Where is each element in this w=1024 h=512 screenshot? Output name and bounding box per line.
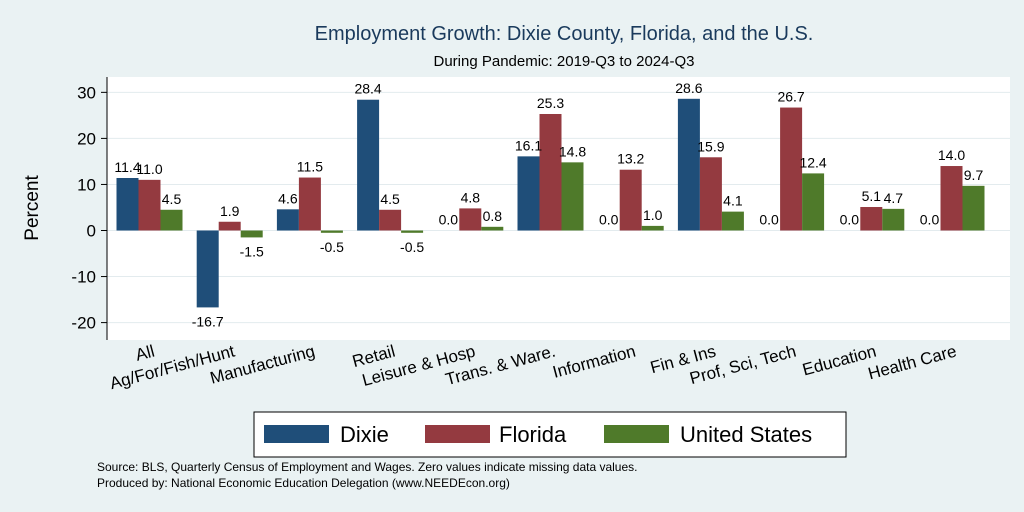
chart-subtitle: During Pandemic: 2019-Q3 to 2024-Q3 (434, 53, 695, 70)
data-label-dixie-ag-for-fish-hunt: -16.7 (192, 313, 224, 329)
bar-florida-retail (379, 209, 402, 231)
bar-united-states-manufacturing (320, 230, 343, 233)
bar-florida-manufacturing (298, 177, 321, 231)
data-label-florida-manufacturing: 11.5 (297, 159, 323, 175)
data-label-florida-prof-sci-tech: 26.7 (777, 89, 804, 105)
data-label-united-states-information: 1.0 (643, 207, 663, 223)
data-label-florida-retail: 4.5 (380, 191, 400, 207)
y-axis: 30 20 10 0 -10 -20 (71, 77, 108, 340)
y-axis-label: Percent (22, 175, 43, 241)
data-label-dixie-all: 11.4 (114, 159, 140, 175)
bar-florida-ag-for-fish-hunt (218, 221, 241, 231)
y-tick-label: 10 (77, 175, 96, 194)
bar-florida-leisure-hosp (459, 208, 482, 231)
data-label-united-states-education: 4.7 (884, 190, 904, 206)
legend-box (253, 411, 847, 458)
bar-united-states-education (882, 208, 905, 231)
bar-united-states-health-care (962, 185, 985, 231)
data-label-florida-fin-ins: 15.9 (697, 138, 724, 154)
data-label-florida-all: 11.0 (136, 161, 162, 177)
data-label-dixie-prof-sci-tech: 0.0 (759, 212, 779, 228)
legend-swatch-dixie (264, 425, 329, 443)
data-label-united-states-fin-ins: 4.1 (723, 193, 743, 209)
bar-united-states-information (641, 225, 664, 231)
produced-by-note: Produced by: National Economic Education… (97, 476, 510, 490)
bar-united-states-prof-sci-tech (802, 173, 825, 231)
bar-florida-health-care (940, 166, 963, 231)
data-label-dixie-retail: 28.4 (354, 81, 381, 97)
legend-swatch-florida (425, 425, 490, 443)
x-category-label-all: All (133, 342, 156, 365)
legend-label-dixie: Dixie (340, 422, 389, 447)
source-note: Source: BLS, Quarterly Census of Employm… (97, 460, 637, 474)
y-tick-label: -20 (71, 314, 96, 333)
data-label-florida-health-care: 14.0 (938, 147, 965, 163)
bar-united-states-ag-for-fish-hunt (240, 230, 263, 238)
data-label-florida-trans-ware: 25.3 (537, 95, 564, 111)
bar-dixie-retail (357, 99, 380, 231)
bar-dixie-fin-ins (677, 98, 700, 231)
bars (116, 98, 985, 308)
bar-florida-prof-sci-tech (780, 107, 803, 231)
data-label-florida-education: 5.1 (862, 188, 882, 204)
data-label-florida-leisure-hosp: 4.8 (461, 189, 481, 205)
data-label-united-states-trans-ware: 14.8 (559, 143, 586, 159)
bar-dixie-ag-for-fish-hunt (196, 230, 219, 308)
data-label-dixie-health-care: 0.0 (920, 212, 940, 228)
bar-united-states-all (160, 209, 183, 231)
bar-florida-trans-ware (539, 113, 562, 231)
legend-label-florida: Florida (499, 422, 567, 447)
data-labels: 11.411.04.5-16.71.9-1.54.611.5-0.528.44.… (114, 80, 983, 330)
data-label-united-states-manufacturing: -0.5 (320, 239, 344, 255)
bar-florida-information (619, 169, 642, 231)
bar-united-states-fin-ins (721, 211, 744, 231)
data-label-dixie-trans-ware: 16.1 (515, 137, 542, 153)
bar-united-states-retail (401, 230, 424, 233)
data-label-florida-information: 13.2 (617, 151, 644, 167)
bar-dixie-trans-ware (517, 156, 540, 231)
y-tick-label: -10 (71, 268, 96, 287)
chart-title: Employment Growth: Dixie County, Florida… (315, 23, 814, 45)
bar-dixie-manufacturing (276, 209, 299, 231)
bar-united-states-leisure-hosp (481, 226, 504, 231)
data-label-dixie-manufacturing: 4.6 (278, 190, 298, 206)
legend-swatch-united-states (604, 425, 669, 443)
data-label-united-states-prof-sci-tech: 12.4 (799, 154, 826, 170)
data-label-united-states-retail: -0.5 (400, 239, 424, 255)
data-label-dixie-fin-ins: 28.6 (675, 80, 702, 96)
data-label-dixie-leisure-hosp: 0.0 (439, 212, 459, 228)
legend-label-united-states: United States (680, 422, 812, 447)
data-label-dixie-education: 0.0 (840, 212, 860, 228)
data-label-united-states-health-care: 9.7 (964, 167, 984, 183)
y-tick-label: 20 (77, 129, 96, 148)
bar-dixie-all (116, 178, 139, 231)
legend: Dixie Florida United States (253, 411, 847, 458)
y-tick-label: 30 (77, 83, 96, 102)
bar-united-states-trans-ware (561, 162, 584, 231)
data-label-united-states-leisure-hosp: 0.8 (483, 208, 503, 224)
data-label-united-states-all: 4.5 (162, 191, 182, 207)
bar-florida-education (860, 207, 883, 231)
bar-florida-fin-ins (699, 157, 722, 231)
data-label-dixie-information: 0.0 (599, 212, 619, 228)
data-label-florida-ag-for-fish-hunt: 1.9 (220, 203, 240, 219)
data-label-united-states-ag-for-fish-hunt: -1.5 (240, 243, 264, 259)
y-tick-label: 0 (87, 222, 96, 241)
bar-florida-all (138, 179, 161, 231)
